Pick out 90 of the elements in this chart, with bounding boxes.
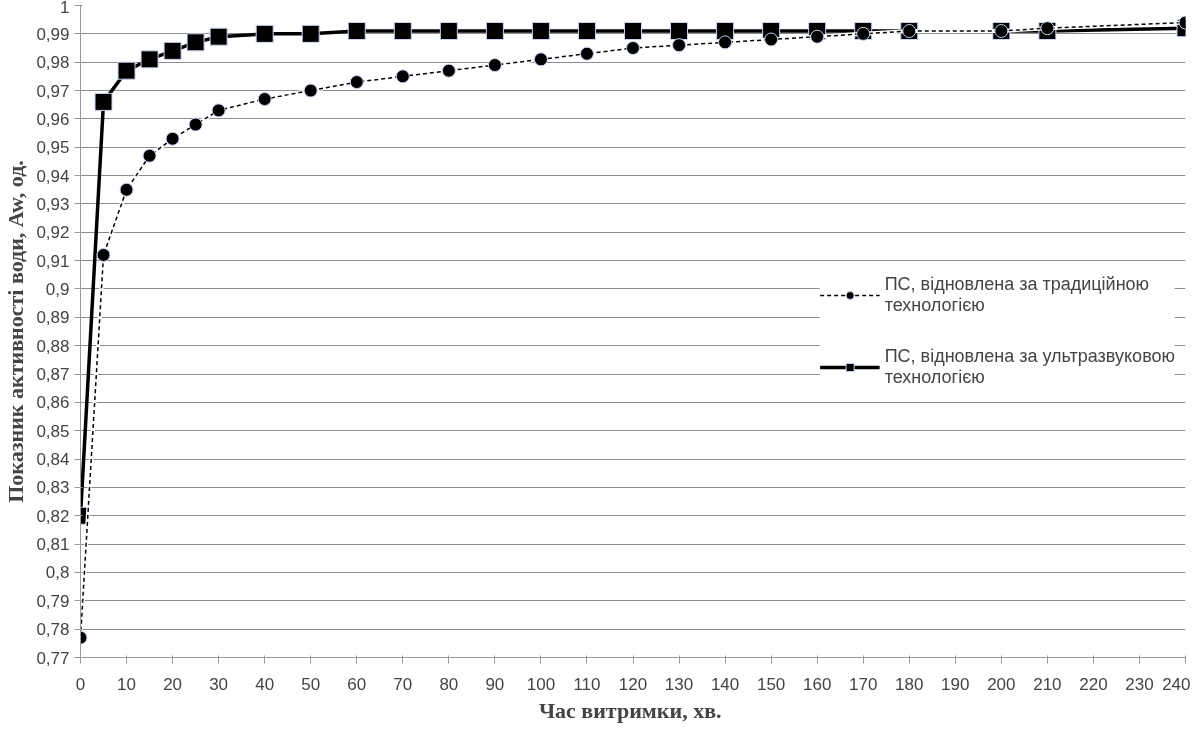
point	[347, 22, 366, 41]
x-tick-label: 50	[301, 674, 321, 694]
point	[624, 22, 642, 41]
x-tick-label: 100	[526, 674, 556, 694]
y-axis-title: Показник активності води, Aw, од.	[3, 160, 29, 503]
x-tick-label: 80	[439, 674, 459, 694]
y-tick-label: 0,83	[36, 478, 70, 498]
point	[257, 92, 272, 107]
point	[188, 117, 203, 132]
point	[577, 22, 596, 41]
point	[439, 22, 458, 41]
point	[487, 58, 502, 73]
x-tick-label: 0	[75, 674, 86, 694]
point	[533, 52, 548, 67]
y-tick-label: 0,84	[36, 450, 70, 470]
y-tick-label: 0,97	[36, 81, 70, 101]
x-tick-label: 60	[347, 674, 367, 694]
point	[255, 24, 274, 43]
point	[165, 131, 180, 146]
legend-label: ПС, відновлена за ультразвуковою технологією	[884, 346, 1175, 388]
y-tick-label: 0,94	[36, 166, 70, 186]
x-tick-label: 240	[1162, 674, 1191, 694]
y-tick-label: 0,78	[36, 620, 70, 640]
point	[303, 83, 318, 98]
point	[301, 24, 320, 43]
x-tick-label: 70	[393, 674, 413, 694]
y-tick-label: 0,9	[45, 279, 70, 299]
point	[670, 22, 689, 41]
point	[856, 26, 871, 41]
x-tick-label: 30	[209, 674, 229, 694]
y-tick-label: 0,82	[36, 506, 70, 526]
y-tick-label: 1	[60, 0, 70, 17]
point	[672, 38, 687, 53]
point	[626, 41, 640, 56]
x-tick-label: 230	[1125, 674, 1154, 694]
x-tick-label: 10	[117, 674, 137, 694]
y-tick-label: 0,87	[36, 365, 70, 385]
point	[163, 41, 182, 60]
point	[211, 103, 226, 118]
x-tick-label: 150	[756, 674, 786, 694]
x-tick-label: 20	[163, 674, 183, 694]
point	[117, 61, 136, 80]
point	[531, 22, 550, 41]
y-tick-label: 0,88	[36, 336, 70, 356]
x-tick-label: 170	[849, 674, 878, 694]
y-tick-label: 0,91	[36, 251, 70, 271]
point	[1040, 21, 1055, 36]
y-tick-label: 0,96	[36, 109, 70, 129]
point	[209, 27, 228, 46]
point	[142, 148, 157, 163]
point	[119, 182, 134, 197]
point	[579, 46, 594, 61]
x-tick-label: 90	[485, 674, 505, 694]
x-tick-label: 200	[987, 674, 1016, 694]
y-tick-label: 0,77	[36, 648, 70, 668]
point	[186, 33, 205, 52]
point	[718, 35, 733, 50]
y-tick-label: 0,81	[36, 535, 70, 555]
x-tick-label: 180	[895, 674, 924, 694]
legend-label: ПС, відновлена за традиційною технологією	[884, 274, 1150, 316]
point	[810, 29, 825, 44]
y-tick-label: 0,86	[36, 393, 70, 413]
point	[764, 32, 779, 47]
y-tick-label: 0,93	[36, 194, 70, 214]
x-tick-label: 40	[255, 674, 275, 694]
y-tick-label: 0,79	[36, 591, 70, 611]
x-tick-label: 140	[710, 674, 740, 694]
y-tick-label: 0,89	[36, 308, 70, 328]
x-tick-label: 130	[664, 674, 694, 694]
x-axis-title: Час витримки, хв.	[538, 697, 722, 723]
x-tick-label: 220	[1079, 674, 1108, 694]
y-tick-label: 0,99	[36, 24, 70, 44]
y-tick-label: 0,92	[36, 223, 70, 243]
point	[94, 92, 113, 111]
point	[441, 63, 456, 78]
point	[140, 50, 159, 69]
point	[349, 75, 364, 90]
x-tick-label: 160	[802, 674, 832, 694]
point	[485, 22, 504, 41]
x-tick-label: 110	[573, 674, 601, 694]
x-tick-label: 190	[941, 674, 970, 694]
point	[395, 69, 410, 84]
y-tick-label: 0,8	[45, 563, 70, 583]
y-tick-label: 0,95	[36, 138, 70, 158]
point	[96, 247, 111, 262]
y-tick-label: 0,98	[36, 53, 70, 73]
x-tick-label: 210	[1033, 674, 1062, 694]
point	[393, 22, 412, 41]
y-tick-label: 0,85	[36, 421, 70, 441]
x-tick-label: 120	[618, 674, 648, 694]
